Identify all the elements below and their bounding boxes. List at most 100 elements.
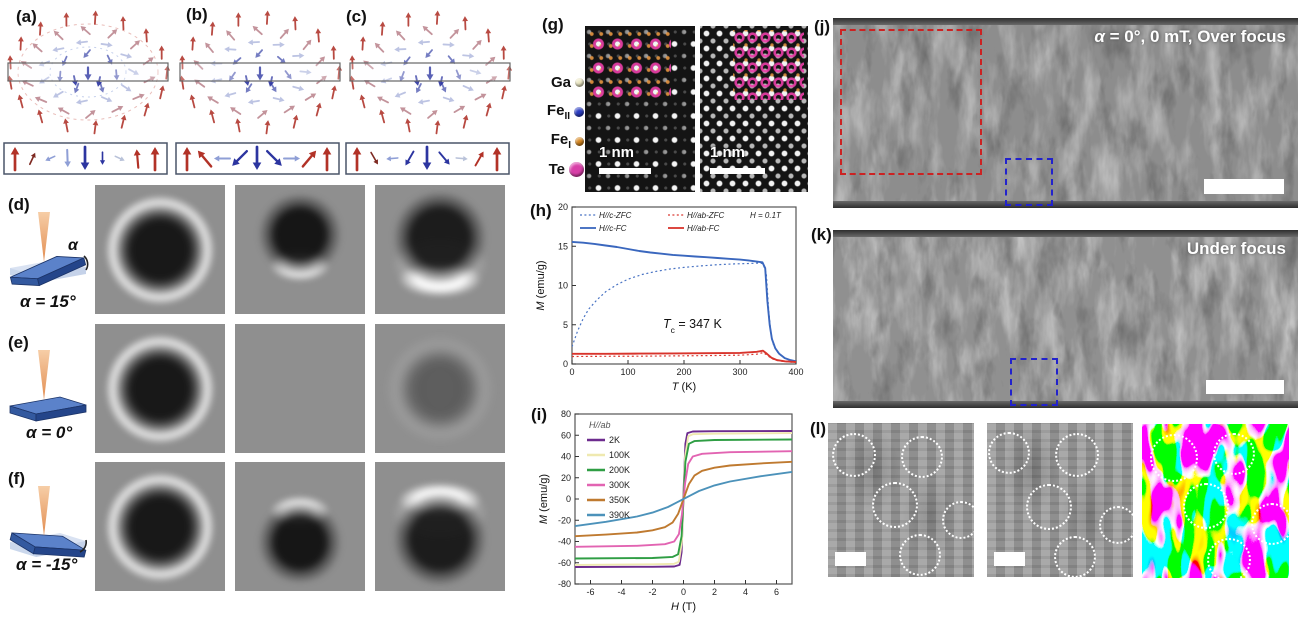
atom-label: FeII <box>546 102 570 122</box>
stem-image-side-view: 1 nm <box>585 26 695 192</box>
svg-text:-80: -80 <box>558 579 571 589</box>
atom-legend-row-feII: FeII <box>528 102 584 122</box>
scalebar <box>599 168 651 174</box>
bubble-domain-circle <box>1213 433 1255 475</box>
bubble-image-underfocus <box>987 423 1133 577</box>
svg-text:0: 0 <box>566 494 571 504</box>
svg-text:20: 20 <box>561 473 571 483</box>
skyrmion-diagram-c <box>345 10 513 175</box>
svg-text:350K: 350K <box>609 495 630 505</box>
panel-label-g: (g) <box>542 15 564 34</box>
svg-text:M (emu/g): M (emu/g) <box>538 474 550 524</box>
svg-text:H//ab-ZFC: H//ab-ZFC <box>687 211 725 220</box>
bubble-domain-circle <box>988 432 1030 474</box>
ltem-cell-d-3 <box>375 185 505 314</box>
scalebar-label: 1 nm <box>599 144 635 161</box>
magnetic-contrast-blob <box>379 188 501 311</box>
mt-curve-chart: 0 100 200 300 400 0 5 10 15 20 T (K) M (emu/g) H//c-… <box>528 198 814 400</box>
svg-text:100K: 100K <box>609 450 630 460</box>
atom-legend-row-ga: Ga <box>528 72 584 92</box>
roi-dashed-box <box>1005 158 1053 206</box>
bubble-domain-circle <box>1150 434 1198 482</box>
panel-label-c: (c) <box>346 7 367 26</box>
magnetic-contrast-blob <box>245 471 355 582</box>
magnetization-color-map <box>1142 424 1289 578</box>
svg-text:T (K): T (K) <box>672 381 696 393</box>
magnetic-contrast-blob <box>388 336 492 441</box>
svg-text:15: 15 <box>558 241 568 251</box>
magnetic-contrast-blob <box>106 195 214 304</box>
alpha-label-e: α = 0° <box>26 423 73 442</box>
panel-label-f: (f) <box>8 469 25 488</box>
svg-text:100: 100 <box>620 367 635 377</box>
imaging-condition-label: Under focus <box>1186 239 1286 258</box>
atom-model-overlay <box>732 30 804 100</box>
svg-text:-2: -2 <box>648 587 656 597</box>
panel-label-i: (i) <box>531 405 548 424</box>
svg-text:390K: 390K <box>609 510 630 520</box>
lamella-edge <box>833 401 1298 408</box>
tilt-schematic-15deg: α <box>9 212 89 287</box>
atom-label: Ga <box>550 73 571 91</box>
magnetic-contrast-blob <box>106 334 214 443</box>
bubble-domain-circle <box>872 482 918 528</box>
bubble-domain-circle <box>1251 503 1289 545</box>
panel-label-h: (h) <box>530 201 552 220</box>
svg-text:5: 5 <box>563 320 568 330</box>
ltem-cell-f-1 <box>95 462 225 591</box>
svg-text:0: 0 <box>681 587 686 597</box>
svg-text:6: 6 <box>774 587 779 597</box>
hysteresis-chart: -6 -4 -2 0 2 4 6 -80 -60 -40 -20 0 20 40 60 80 H (T) M (e… <box>528 402 814 618</box>
lamella-edge <box>833 18 1298 25</box>
panel-label-d: (d) <box>8 195 30 214</box>
ltem-cell-e-1 <box>95 324 225 453</box>
bubble-domain-circle <box>942 501 974 539</box>
svg-text:4: 4 <box>743 587 748 597</box>
svg-text:H//c-FC: H//c-FC <box>599 224 627 233</box>
magnetic-contrast-blob <box>245 194 355 305</box>
svg-text:H//ab: H//ab <box>589 420 611 430</box>
svg-text:200: 200 <box>676 367 691 377</box>
scalebar <box>1206 380 1284 394</box>
scalebar <box>835 552 866 566</box>
svg-text:H (T): H (T) <box>671 601 696 613</box>
atom-dot <box>569 161 584 177</box>
atom-dot <box>575 136 584 146</box>
ltem-cell-f-2 <box>235 462 365 591</box>
magnetic-contrast-blob <box>106 472 214 581</box>
scalebar <box>994 552 1025 566</box>
bubble-domain-circle <box>1207 538 1251 578</box>
svg-text:2K: 2K <box>609 435 620 445</box>
ltem-cell-d-1 <box>95 185 225 314</box>
atom-label: Te <box>548 160 565 178</box>
svg-text:H//c-ZFC: H//c-ZFC <box>599 211 632 220</box>
alpha-label-d: α = 15° <box>20 292 76 311</box>
atom-legend-row-feI: FeI <box>528 131 584 151</box>
svg-text:Tc = 347 K: Tc = 347 K <box>663 317 722 335</box>
ltem-cell-d-2 <box>235 185 365 314</box>
bubble-image-overfocus <box>828 423 974 577</box>
svg-text:200K: 200K <box>609 465 630 475</box>
svg-text:-20: -20 <box>558 515 571 525</box>
bubble-domain-circle <box>1183 483 1229 529</box>
ltem-cell-f-3 <box>375 462 505 591</box>
domain-texture <box>833 18 1298 208</box>
atom-legend-row-te: Te <box>528 159 584 179</box>
atom-label: FeI <box>550 131 571 151</box>
panel-label-a: (a) <box>16 7 37 26</box>
stem-image-plan-view: 1 nm <box>700 26 808 192</box>
svg-text:-60: -60 <box>558 558 571 568</box>
scalebar <box>1204 179 1284 194</box>
fresnel-image-underfocus: Under focus <box>833 230 1298 408</box>
roi-dashed-box <box>1010 358 1058 406</box>
svg-text:-6: -6 <box>586 587 594 597</box>
panel-label-l: (l) <box>810 419 827 438</box>
magnetic-contrast-blob <box>379 465 501 588</box>
scalebar-label: 1 nm <box>710 144 746 161</box>
panel-label-j: (j) <box>814 17 831 36</box>
svg-text:20: 20 <box>558 202 568 212</box>
panel-label-b: (b) <box>186 5 208 24</box>
alpha-label-f: α = -15° <box>16 555 78 574</box>
tilt-schematic-minus15deg <box>9 486 87 558</box>
